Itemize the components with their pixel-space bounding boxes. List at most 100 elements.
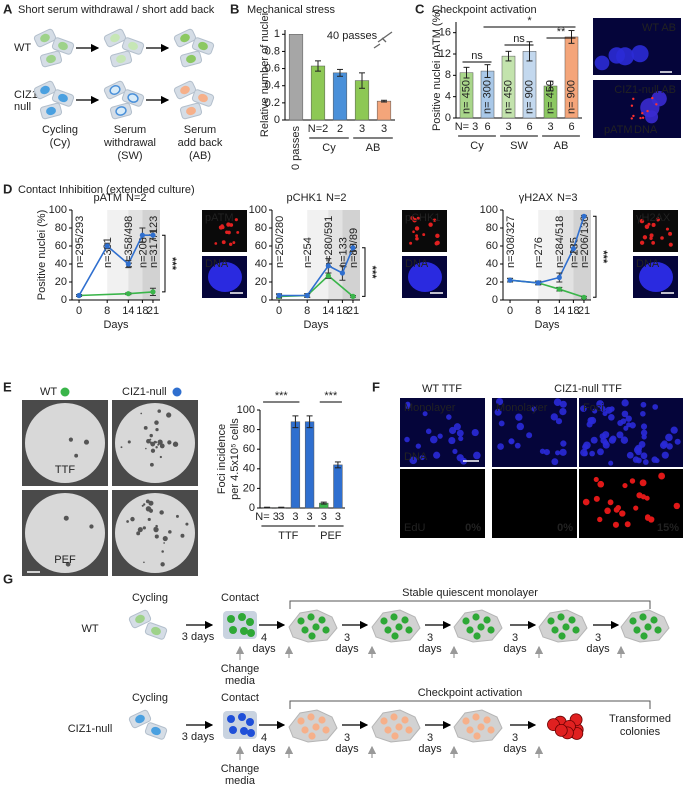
significance-label: ns [471, 50, 483, 62]
focus [644, 224, 650, 230]
y-tick-label: 0.2 [265, 97, 280, 109]
column-title: CIZ1-null TTF [554, 383, 622, 395]
stained-nucleus [508, 438, 515, 445]
data-point [350, 293, 356, 299]
time-band [559, 210, 574, 300]
stained-nucleus [422, 411, 428, 417]
interval-label: days [335, 743, 359, 755]
data-point [104, 243, 110, 249]
focus-spot [154, 441, 158, 444]
change-media-label: media [225, 675, 256, 687]
focus [415, 236, 419, 241]
y-axis-label: Positive nuclei pATM (%) [431, 9, 443, 131]
patm-focus [646, 109, 649, 113]
nucleus [127, 93, 139, 103]
column-label: Cycling [42, 124, 78, 136]
nucleus [557, 613, 565, 621]
n-label: N= 3 [455, 121, 479, 133]
data-point [570, 246, 577, 252]
stained-nucleus [429, 435, 438, 444]
focus-spot [154, 534, 159, 539]
significance-bracket [593, 215, 597, 298]
stained-nucleus [594, 55, 610, 71]
nucleus [297, 617, 305, 625]
data-point [76, 292, 82, 299]
stained-nucleus [608, 413, 615, 421]
focus-spot [153, 527, 157, 531]
data-point [150, 232, 156, 238]
stained-nucleus [494, 408, 502, 416]
stained-nucleus [638, 441, 646, 448]
nucleus [238, 613, 246, 621]
nucleus [312, 623, 320, 631]
phase-bracket [289, 700, 651, 709]
n-label: 3 [292, 511, 298, 523]
stained-nucleus [526, 432, 533, 439]
interval-label: days [418, 743, 442, 755]
y-tick-label: 40 [243, 463, 255, 475]
edu-nucleus [629, 478, 636, 484]
dna-nucleus [408, 262, 442, 292]
stage-label: Cycling [132, 592, 168, 604]
nucleus [40, 33, 50, 43]
nucleus [547, 617, 555, 625]
nucleus [308, 632, 316, 640]
focus [649, 233, 654, 238]
nucleus [301, 726, 309, 734]
error-bar [292, 415, 299, 429]
stained-nucleus [553, 398, 562, 407]
focus-spot [127, 440, 131, 444]
x-tick-label: 18 [567, 305, 579, 317]
stained-nucleus [560, 440, 567, 447]
column-label: (AB) [189, 150, 211, 162]
bar-label: n= 300 [481, 80, 493, 114]
x-tick-label: 14 [553, 305, 565, 317]
focus-spot [68, 437, 73, 442]
stained-nucleus [473, 451, 481, 460]
focus-spot [141, 504, 144, 507]
error-bar [306, 415, 313, 429]
focus-spot [146, 438, 151, 444]
n-label: 2 [337, 123, 343, 135]
n-label: N=2 [308, 123, 329, 135]
interval-label: 4 [261, 632, 267, 644]
edu-nucleus [604, 507, 611, 515]
y-tick-label: 80 [486, 222, 498, 234]
change-media-label: Change [221, 763, 260, 775]
nucleus [466, 726, 474, 734]
nucleus [477, 723, 485, 731]
bar [290, 421, 301, 509]
micrograph [202, 210, 247, 252]
focus [409, 241, 413, 245]
stained-nucleus [633, 446, 642, 454]
focus-spot [137, 527, 143, 533]
x-tick-label: 0 [507, 305, 513, 317]
focus [218, 225, 223, 229]
y-tick-label: 100 [249, 204, 267, 216]
focus-spot [172, 441, 179, 447]
chart-title: Mechanical stress [247, 4, 336, 16]
interval-label: days [503, 643, 527, 655]
data-point [325, 273, 331, 279]
nucleus [46, 54, 56, 64]
y-axis-label: Positive nuclei (%) [36, 210, 48, 300]
nucleus [472, 713, 480, 721]
focus [229, 223, 234, 227]
focus [651, 240, 656, 245]
interval-label: days [335, 643, 359, 655]
nucleus [483, 716, 491, 724]
focus-spot [157, 409, 161, 413]
panel-label: B [230, 1, 239, 16]
interval-label: days [503, 743, 527, 755]
stained-nucleus [605, 406, 613, 414]
x-tick-label: 18 [136, 305, 148, 317]
data-point [581, 213, 587, 219]
time-band [142, 210, 160, 300]
stained-nucleus [559, 400, 567, 408]
error-bar [547, 80, 554, 92]
nucleus [487, 726, 495, 734]
nucleus [307, 713, 315, 721]
column-label: add back [178, 137, 223, 149]
interval-label: 3 [595, 632, 601, 644]
